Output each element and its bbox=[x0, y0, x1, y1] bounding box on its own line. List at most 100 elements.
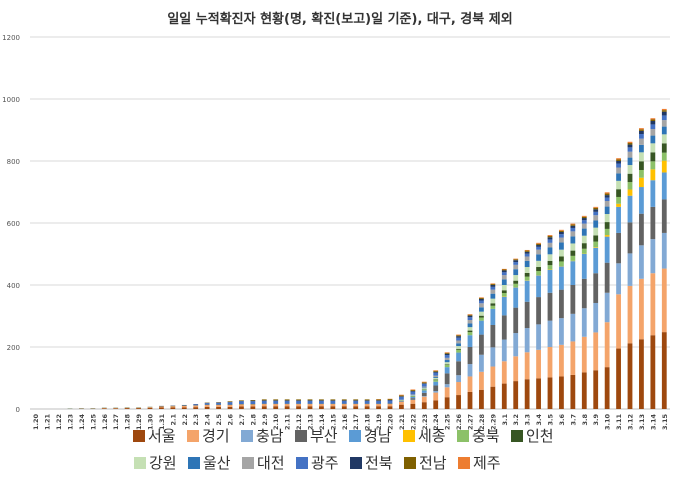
bar-segment bbox=[536, 242, 541, 244]
bar-segment bbox=[581, 248, 587, 254]
bar-segment bbox=[490, 289, 496, 294]
bar-segment bbox=[604, 262, 610, 293]
bar-segment bbox=[399, 404, 404, 409]
bar-segment bbox=[456, 352, 461, 362]
bar-segment bbox=[456, 346, 461, 349]
bar-segment bbox=[581, 254, 587, 279]
bar-segment bbox=[399, 394, 404, 396]
bar-segment bbox=[147, 407, 153, 409]
x-tick-label: 1.20 bbox=[32, 414, 40, 431]
x-tick-label: 2.14 bbox=[318, 414, 326, 431]
legend-swatch bbox=[295, 430, 307, 442]
x-tick-label: 2.8 bbox=[249, 414, 257, 426]
bar-segment bbox=[627, 144, 633, 148]
bar-segment bbox=[581, 372, 587, 409]
bar-segment bbox=[536, 243, 541, 246]
bar-segment bbox=[604, 236, 610, 263]
x-tick-label: 2.15 bbox=[329, 414, 337, 431]
bar-segment bbox=[307, 406, 313, 409]
x-tick-label: 1.28 bbox=[124, 414, 132, 431]
x-tick-label: 2.27 bbox=[467, 414, 475, 430]
x-tick-label: 1.22 bbox=[55, 414, 63, 430]
x-tick-label: 2.21 bbox=[398, 414, 406, 431]
bar-segment bbox=[433, 377, 439, 378]
bar-segment bbox=[661, 268, 667, 333]
bar-segment bbox=[433, 379, 439, 381]
bar-segment bbox=[444, 355, 450, 358]
bar-segment bbox=[490, 366, 496, 387]
bar-segment bbox=[410, 391, 416, 392]
bar-segment bbox=[364, 400, 370, 404]
bar-segment bbox=[250, 400, 256, 402]
bar-segment bbox=[490, 324, 496, 348]
bar-segment bbox=[421, 392, 427, 396]
bar-segment bbox=[581, 228, 587, 236]
bar-segment bbox=[604, 214, 610, 223]
bar-segment bbox=[250, 400, 256, 401]
bar-segment bbox=[159, 406, 164, 408]
bar-segment bbox=[627, 165, 633, 174]
bar-segment bbox=[250, 404, 256, 407]
bar-segment bbox=[581, 243, 587, 249]
bar-segment bbox=[650, 135, 656, 144]
legend-swatch bbox=[133, 430, 145, 442]
bar-segment bbox=[193, 405, 199, 408]
bar-segment bbox=[193, 404, 199, 406]
bar-segment bbox=[421, 388, 427, 390]
bar-segment bbox=[593, 235, 599, 242]
bar-segment bbox=[524, 267, 530, 273]
bar-segment bbox=[399, 396, 404, 397]
x-tick-label: 2.26 bbox=[455, 414, 463, 431]
x-tick-label: 2.23 bbox=[421, 414, 429, 430]
bar-segment bbox=[421, 381, 427, 383]
bar-segment bbox=[513, 259, 519, 261]
x-tick-label: 2.10 bbox=[272, 414, 280, 431]
bar-segment bbox=[204, 403, 210, 405]
bar-segment bbox=[501, 296, 507, 316]
bar-segment bbox=[261, 400, 267, 404]
bar-segment bbox=[559, 261, 564, 267]
bar-segment bbox=[570, 250, 576, 256]
bar-segment bbox=[570, 313, 576, 342]
bar-segment bbox=[604, 195, 610, 198]
bar-segment bbox=[627, 189, 633, 196]
bar-segment bbox=[444, 360, 450, 363]
bar-segment bbox=[650, 161, 656, 170]
bar-segment bbox=[296, 400, 301, 401]
bar-segment bbox=[456, 361, 461, 376]
bar-segment bbox=[616, 163, 621, 168]
x-tick-label: 3.13 bbox=[638, 414, 646, 430]
legend-label: 충북 bbox=[472, 427, 500, 445]
bar-segment bbox=[490, 298, 496, 304]
bar-segment bbox=[296, 399, 301, 401]
bar-segment bbox=[501, 270, 507, 273]
bar-segment bbox=[341, 400, 347, 401]
bar-segment bbox=[410, 390, 416, 392]
bar-segment bbox=[433, 372, 439, 376]
bar-segment bbox=[490, 308, 496, 325]
bar-segment bbox=[410, 403, 416, 409]
bar-segment bbox=[604, 206, 610, 215]
bar-segment bbox=[227, 406, 233, 409]
bar-segment bbox=[536, 324, 541, 350]
bar-segment bbox=[501, 285, 507, 291]
bar-segment bbox=[467, 335, 473, 347]
bar-segment bbox=[433, 381, 439, 386]
bar-segment bbox=[536, 275, 541, 298]
bar-segment bbox=[421, 382, 427, 384]
bar-segment bbox=[330, 399, 336, 401]
bar-segment bbox=[479, 298, 484, 299]
bar-segment bbox=[559, 376, 564, 409]
bar-segment bbox=[501, 279, 507, 285]
bar-segment bbox=[181, 405, 187, 408]
bar-segment bbox=[410, 395, 416, 396]
bar-segment bbox=[593, 241, 599, 248]
bar-segment bbox=[501, 339, 507, 362]
x-tick-label: 1.31 bbox=[158, 414, 166, 431]
bar-segment bbox=[296, 406, 301, 409]
x-tick-label: 2.2 bbox=[181, 414, 189, 426]
x-tick-label: 3.5 bbox=[547, 414, 555, 426]
bar-segment bbox=[399, 395, 404, 397]
bar-segment bbox=[639, 128, 644, 130]
legend-swatch bbox=[458, 457, 470, 469]
